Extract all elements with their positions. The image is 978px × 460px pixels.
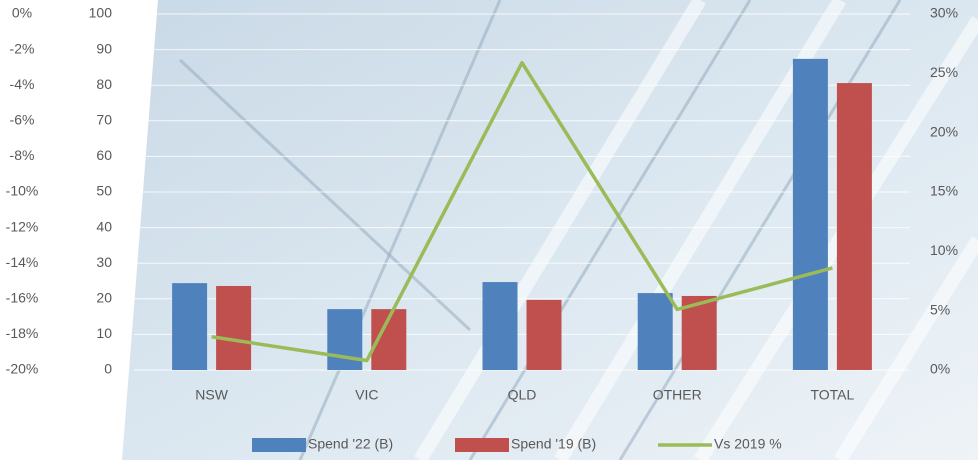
y3-tick-label: -10% xyxy=(6,183,39,199)
bar xyxy=(482,282,518,370)
y-tick-label: 90 xyxy=(96,40,112,56)
x-tick-label: NSW xyxy=(195,387,228,403)
x-tick-label: TOTAL xyxy=(810,387,854,403)
bar xyxy=(172,283,208,370)
y2-tick-label: 20% xyxy=(930,123,958,139)
y-tick-label: 80 xyxy=(96,76,112,92)
bar xyxy=(792,58,828,371)
y-tick-label: 0 xyxy=(104,361,112,377)
y2-tick-label: 10% xyxy=(930,242,958,258)
y3-tick-label: -4% xyxy=(10,76,35,92)
y2-tick-label: 30% xyxy=(930,5,958,21)
y2-tick-label: 25% xyxy=(930,64,958,80)
legend-label: Vs 2019 % xyxy=(714,436,782,452)
y-tick-label: 100 xyxy=(89,5,113,21)
bar xyxy=(836,83,872,371)
legend-swatch xyxy=(252,438,306,452)
bar xyxy=(327,309,363,370)
y-tick-label: 40 xyxy=(96,218,112,234)
y-tick-label: 30 xyxy=(96,254,112,270)
y2-tick-label: 15% xyxy=(930,183,958,199)
bar xyxy=(526,299,562,370)
y3-tick-label: -14% xyxy=(6,254,39,270)
legend-label: Spend '22 (B) xyxy=(308,436,393,452)
y3-tick-label: -2% xyxy=(10,40,35,56)
x-tick-label: VIC xyxy=(355,387,378,403)
y2-tick-label: 0% xyxy=(930,361,950,377)
y-tick-label: 20 xyxy=(96,290,112,306)
y-tick-label: 50 xyxy=(96,183,112,199)
bar xyxy=(216,285,252,370)
x-tick-label: OTHER xyxy=(653,387,702,403)
y-tick-label: 70 xyxy=(96,112,112,128)
x-tick-label: QLD xyxy=(508,387,537,403)
y3-tick-label: -18% xyxy=(6,325,39,341)
y3-tick-label: -8% xyxy=(10,147,35,163)
y3-tick-label: 0% xyxy=(12,5,32,21)
legend-swatch xyxy=(455,438,509,452)
y3-tick-label: -6% xyxy=(10,112,35,128)
y-tick-label: 10 xyxy=(96,325,112,341)
y-tick-label: 60 xyxy=(96,147,112,163)
legend-label: Spend '19 (B) xyxy=(511,436,596,452)
y3-tick-label: -12% xyxy=(6,218,39,234)
y3-tick-label: -16% xyxy=(6,290,39,306)
y3-tick-label: -20% xyxy=(6,361,39,377)
bar xyxy=(637,293,673,370)
line xyxy=(211,60,833,363)
y2-tick-label: 5% xyxy=(930,301,950,317)
